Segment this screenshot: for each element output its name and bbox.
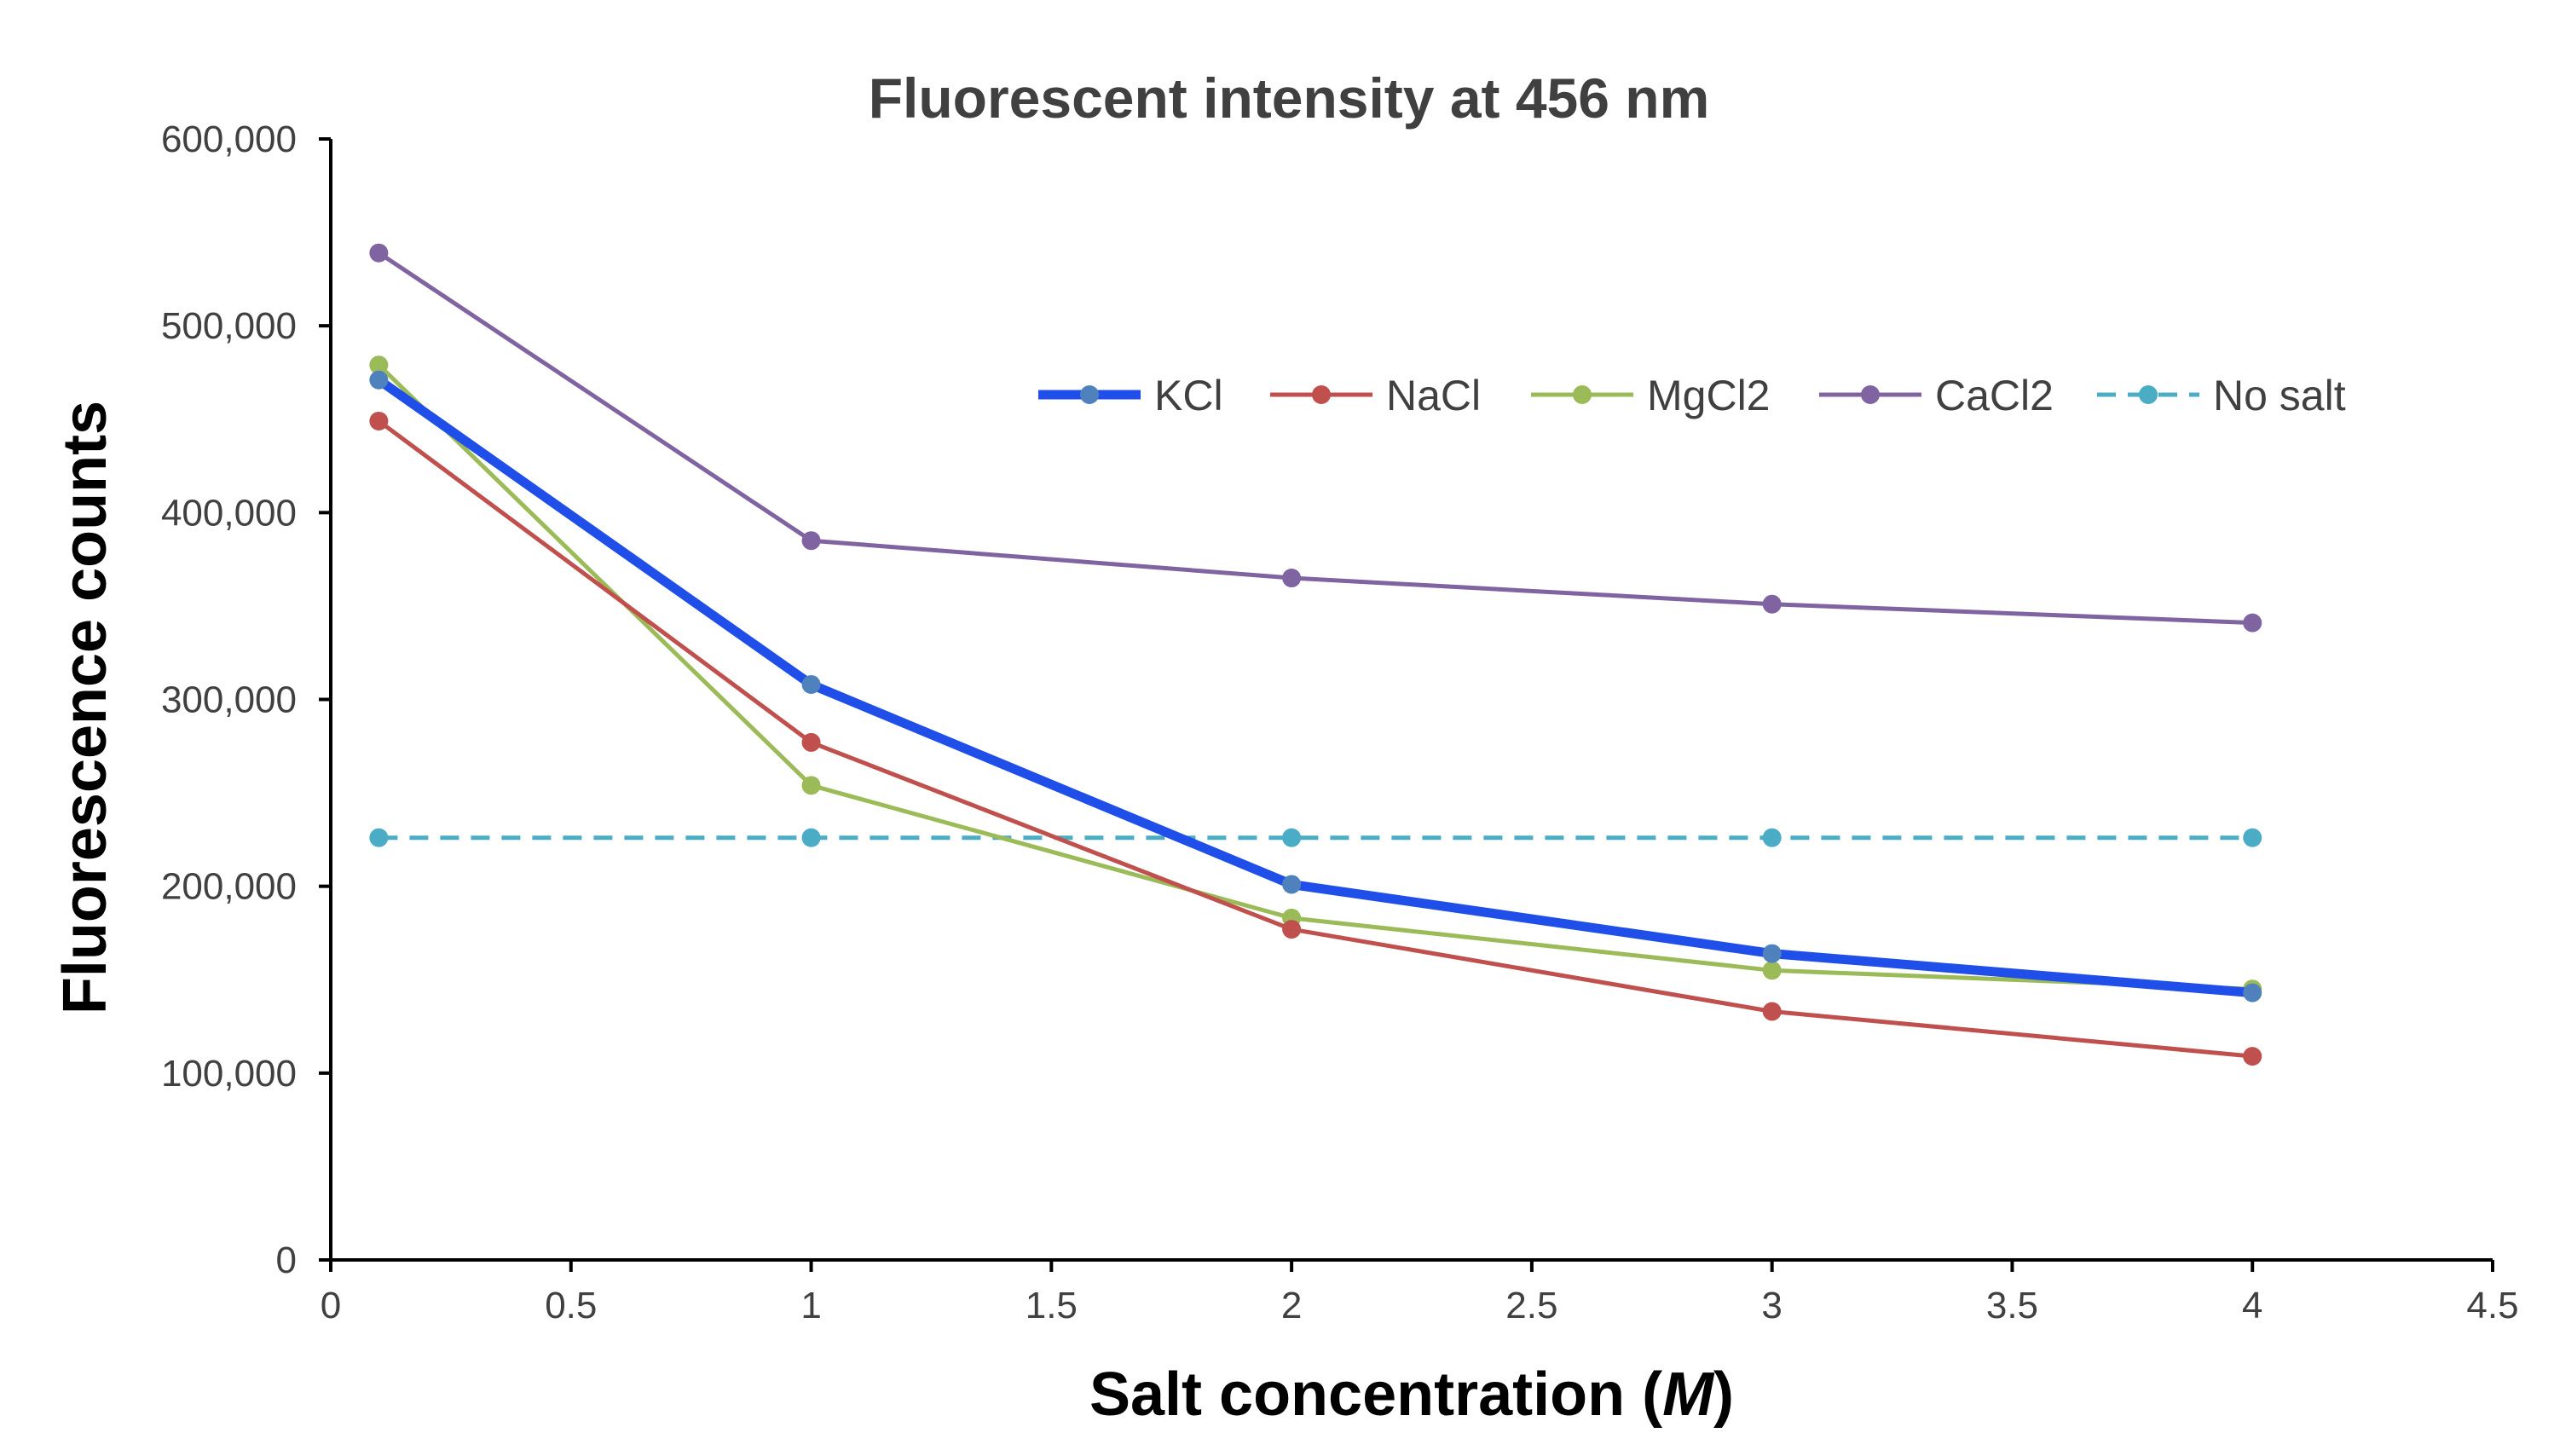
data-point (2243, 613, 2262, 633)
data-point (1282, 828, 1302, 847)
series-line (376, 362, 2255, 991)
legend-item-nacl: NaCl (1270, 372, 1481, 419)
data-point (1762, 1002, 1782, 1021)
data-point (2243, 1047, 2262, 1066)
x-tick-label: 1.5 (1026, 1285, 1078, 1326)
y-axis-label: Fluorescence counts (51, 401, 119, 1014)
x-axis-label-unit: M (1662, 1361, 1715, 1429)
series-line (376, 251, 2255, 626)
axes (329, 139, 2493, 1262)
y-tick-label: 300,000 (161, 679, 297, 721)
x-axis-label-suffix: ) (1713, 1361, 1734, 1429)
data-point (801, 531, 821, 551)
y-tick-label: 200,000 (161, 866, 297, 908)
x-tick-label: 2.5 (1505, 1285, 1557, 1326)
series-line (376, 419, 2255, 1059)
legend-swatch-marker (1861, 385, 1880, 404)
data-point (1762, 944, 1782, 963)
legend-swatch-marker (2139, 385, 2158, 404)
y-tick-label: 500,000 (161, 305, 297, 347)
data-point (1282, 920, 1302, 939)
y-tick-label: 100,000 (161, 1053, 297, 1095)
x-tick-label: 0.5 (545, 1285, 597, 1326)
legend-label: CaCl2 (1935, 372, 2054, 419)
legend-item-cacl2: CaCl2 (1819, 372, 2054, 419)
y-tick-label: 400,000 (161, 492, 297, 534)
series-line (373, 375, 2257, 998)
legend-label: KCl (1154, 372, 1223, 419)
legend-item-mgcl2: MgCl2 (1531, 372, 1770, 419)
x-tick-label: 1 (800, 1285, 821, 1326)
x-tick-label: 4 (2242, 1285, 2262, 1326)
data-point (369, 355, 389, 375)
x-ticks: 0 0.5 1 1.5 2 2.5 3 3.5 4 4.5 (321, 1260, 2519, 1326)
legend-item-no-salt: No salt (2097, 372, 2346, 419)
data-point (369, 411, 389, 430)
data-point (801, 674, 821, 694)
legend-label: MgCl2 (1647, 372, 1770, 419)
x-tick-label: 4.5 (2466, 1285, 2518, 1326)
x-axis-label: Salt concentration (M) (1089, 1361, 1734, 1429)
series-cacl2 (369, 243, 2262, 633)
series-nacl (369, 411, 2262, 1066)
data-point (801, 776, 821, 795)
legend-item-kcl: KCl (1038, 372, 1223, 419)
x-axis-label-prefix: Salt concentration ( (1089, 1361, 1662, 1429)
data-point (2243, 983, 2262, 1002)
legend-swatch-marker (1312, 385, 1331, 404)
legend-label: NaCl (1386, 372, 1481, 419)
y-tick-label: 600,000 (161, 118, 297, 160)
legend-swatch-marker (1573, 385, 1592, 404)
series-kcl (369, 370, 2262, 1002)
legend-swatch-marker (1080, 385, 1099, 404)
data-point (1282, 569, 1302, 588)
series-layer (369, 243, 2262, 1066)
x-tick-label: 3 (1761, 1285, 1782, 1326)
data-point (801, 828, 821, 847)
data-point (1762, 961, 1782, 980)
y-ticks: 0 100,000 200,000 300,000 400,000 500,000 600,… (161, 118, 331, 1281)
chart-title: Fluorescent intensity at 456 nm (869, 66, 1710, 130)
data-point (1762, 594, 1782, 614)
data-point (1282, 875, 1302, 894)
legend-label: No salt (2213, 372, 2346, 419)
data-point (369, 370, 389, 390)
series-no-salt (369, 828, 2262, 847)
data-point (1762, 828, 1782, 847)
data-point (801, 732, 821, 752)
y-tick-label: 0 (276, 1239, 297, 1281)
legend: KCl NaCl MgCl2 CaCl2 No salt (1038, 372, 2346, 419)
data-point (369, 243, 389, 263)
x-tick-label: 0 (321, 1285, 341, 1326)
data-point (369, 828, 389, 847)
x-tick-label: 3.5 (1986, 1285, 2038, 1326)
series-mgcl2 (369, 355, 2262, 999)
x-tick-label: 2 (1281, 1285, 1302, 1326)
data-point (2243, 828, 2262, 847)
